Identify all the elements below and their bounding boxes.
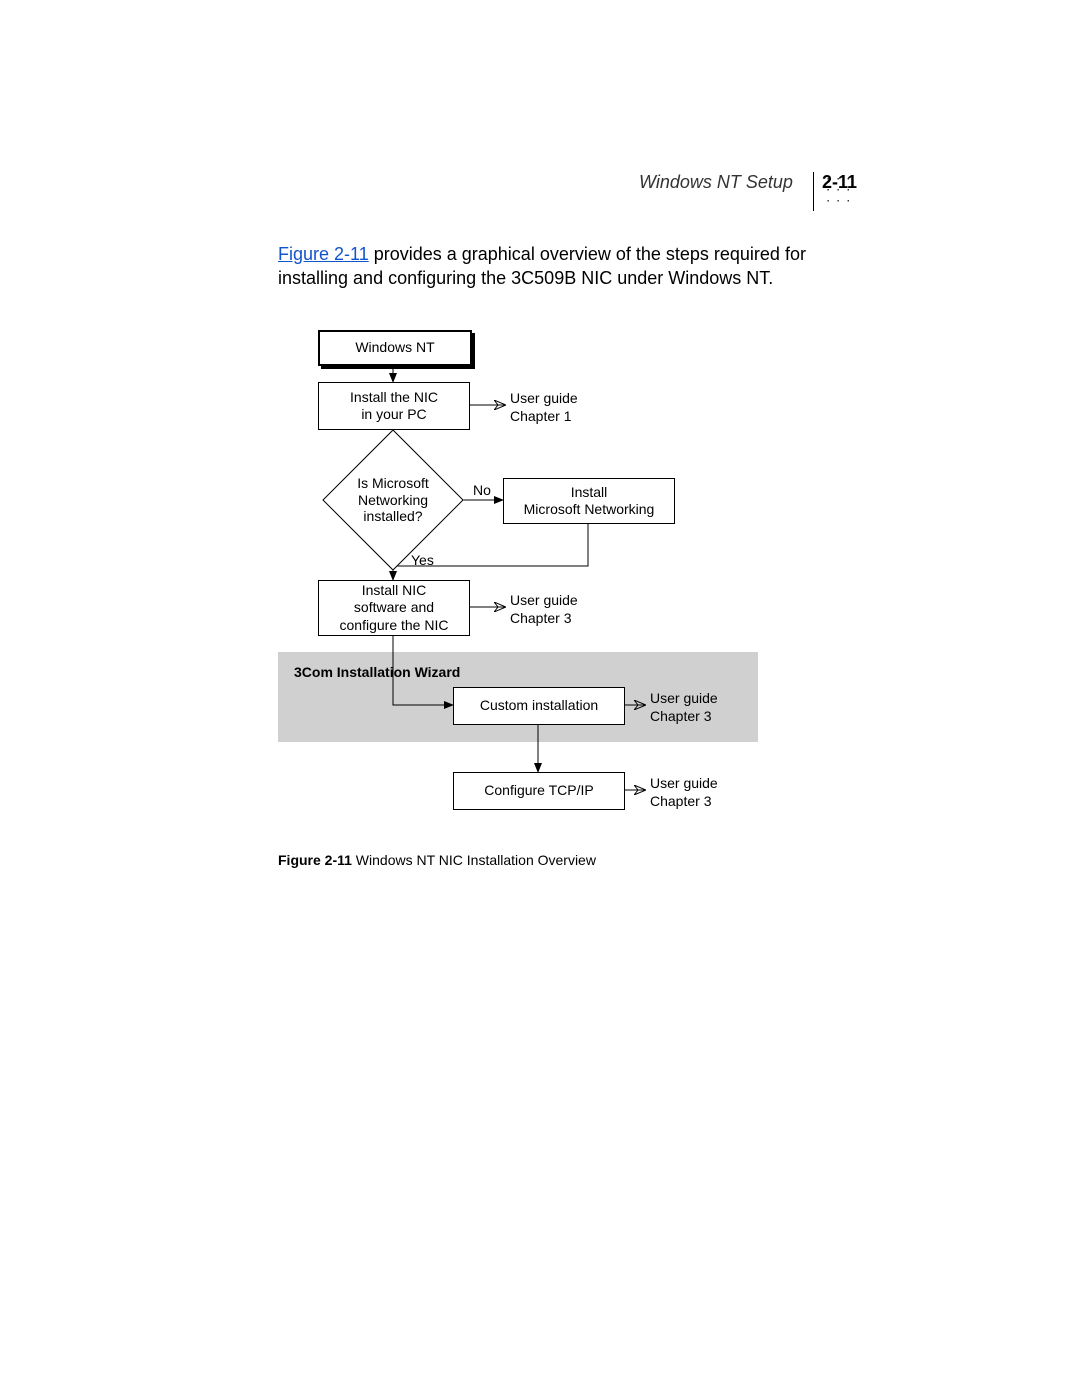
node-custom: Custom installation — [453, 687, 625, 725]
page-header: Windows NT Setup 2-11 · · · · · · · · · — [639, 172, 865, 211]
wizard-title: 3Com Installation Wizard — [294, 664, 460, 680]
ref-chapter-3a: User guide Chapter 3 — [510, 592, 578, 627]
figure-link[interactable]: Figure 2-11 — [278, 244, 369, 264]
header-dots-icon: · · · · · · · · · — [827, 174, 853, 207]
header-page-num: 2-11 · · · · · · · · · — [813, 172, 865, 211]
node-install-ms: Install Microsoft Networking — [503, 478, 675, 524]
intro-paragraph: Figure 2-11 provides a graphical overvie… — [278, 242, 868, 291]
node-install-nic: Install the NIC in your PC — [318, 382, 470, 430]
ref-chapter-1: User guide Chapter 1 — [510, 390, 578, 425]
figure-caption: Figure 2-11 Windows NT NIC Installation … — [278, 852, 596, 868]
node-tcpip: Configure TCP/IP — [453, 772, 625, 810]
flowchart: 3Com Installation Wizard — [278, 320, 878, 850]
node-decision: Is Microsoft Networking installed? — [343, 450, 443, 550]
node-start: Windows NT — [318, 330, 472, 366]
diamond-text: Is Microsoft Networking installed? — [343, 450, 443, 550]
ref-chapter-3b: User guide Chapter 3 — [650, 690, 718, 725]
label-yes: Yes — [411, 552, 434, 570]
label-no: No — [473, 482, 491, 500]
node-install-sw: Install NIC software and configure the N… — [318, 580, 470, 636]
header-title: Windows NT Setup — [639, 172, 793, 193]
ref-chapter-3c: User guide Chapter 3 — [650, 775, 718, 810]
